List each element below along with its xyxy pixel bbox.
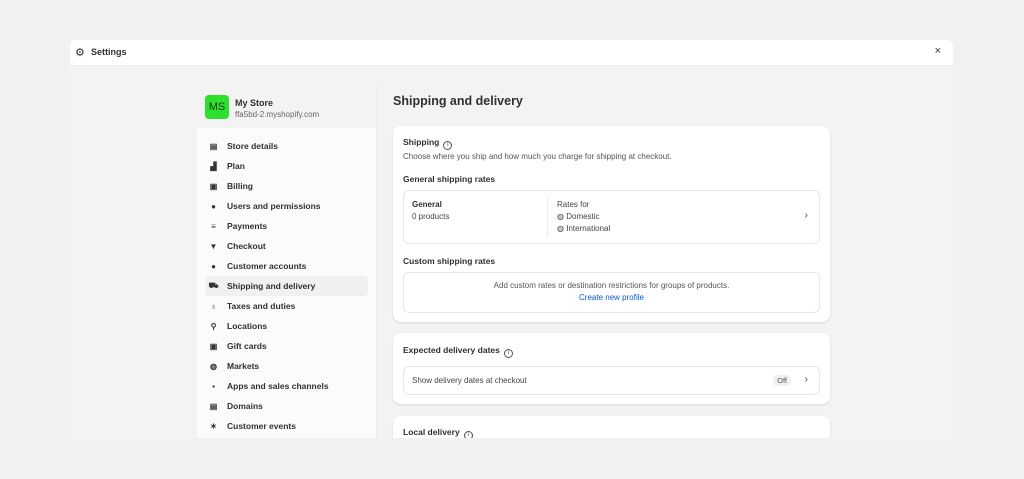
settings-window: ⚙ Settings × MS My Store ffa5bd-2.myshop… bbox=[70, 40, 953, 438]
delivery-dates-card: Expected delivery dates i Show delivery d… bbox=[393, 333, 830, 404]
sidebar: MS My Store ffa5bd-2.myshopify.com ▤ Stor… bbox=[197, 86, 377, 438]
store-icon: ▤ bbox=[209, 141, 218, 151]
general-profile-row[interactable]: General 0 products Rates for ◍ Domestic … bbox=[403, 190, 820, 244]
sidebar-item-store-details[interactable]: ▤ Store details bbox=[205, 136, 368, 156]
title-bar: ⚙ Settings × bbox=[70, 40, 953, 66]
avatar: MS bbox=[205, 95, 229, 119]
delivery-dates-row-label: Show delivery dates at checkout bbox=[412, 376, 527, 385]
sidebar-item-shipping-and-delivery[interactable]: ⛟ Shipping and delivery bbox=[205, 276, 368, 296]
globe-icon: ◍ bbox=[557, 224, 564, 233]
sidebar-item-label: Payments bbox=[227, 221, 268, 231]
info-icon[interactable]: i bbox=[443, 141, 453, 150]
store-domain: ffa5bd-2.myshopify.com bbox=[235, 110, 320, 119]
sidebar-item-label: Markets bbox=[227, 361, 260, 371]
sidebar-item-payments[interactable]: ≡ Payments bbox=[205, 216, 368, 236]
shipping-card: Shipping i Choose where you ship and how … bbox=[393, 126, 830, 322]
sidebar-item-label: Plan bbox=[227, 161, 245, 171]
sidebar-item-checkout[interactable]: ▼ Checkout bbox=[205, 236, 368, 256]
shipping-title: Shipping bbox=[403, 137, 440, 147]
chevron-right-icon[interactable]: › bbox=[804, 374, 808, 385]
sidebar-item-label: Store details bbox=[227, 141, 279, 151]
payments-icon: ≡ bbox=[211, 221, 216, 231]
info-icon[interactable]: i bbox=[503, 349, 513, 358]
divider bbox=[547, 197, 548, 237]
sidebar-item-label: Gift cards bbox=[227, 341, 267, 351]
plan-icon: ▟ bbox=[210, 161, 217, 171]
sidebar-item-billing[interactable]: ▣ Billing bbox=[205, 176, 368, 196]
delivery-dates-title: Expected delivery dates bbox=[403, 345, 500, 355]
zone-international: International bbox=[566, 224, 611, 233]
cart-icon: ▼ bbox=[209, 241, 218, 251]
sidebar-item-locations[interactable]: ⚲ Locations bbox=[205, 316, 368, 336]
profile-name: General bbox=[412, 200, 442, 209]
custom-rates-heading: Custom shipping rates bbox=[403, 256, 496, 266]
status-badge: Off bbox=[773, 375, 791, 386]
profile-product-count: 0 products bbox=[412, 212, 450, 221]
sidebar-item-label: Taxes and duties bbox=[227, 301, 296, 311]
gear-icon: ⚙ bbox=[75, 47, 85, 59]
sidebar-item-label: Domains bbox=[227, 401, 263, 411]
globe-icon: ◍ bbox=[557, 212, 564, 221]
window-title: Settings bbox=[91, 47, 127, 57]
shipping-description: Choose where you ship and how much you c… bbox=[403, 152, 672, 161]
tax-bag-icon: ♁ bbox=[210, 301, 217, 311]
sidebar-item-label: Locations bbox=[227, 321, 268, 331]
custom-rates-box: Add custom rates or destination restrict… bbox=[403, 272, 820, 313]
sidebar-item-label: Customer events bbox=[227, 421, 296, 431]
sidebar-item-customer-accounts[interactable]: ● Customer accounts bbox=[205, 256, 368, 276]
apps-icon: ▪ bbox=[212, 381, 215, 391]
create-new-profile-link[interactable]: Create new profile bbox=[579, 293, 644, 302]
chevron-right-icon[interactable]: › bbox=[804, 210, 808, 221]
zone-domestic: Domestic bbox=[566, 212, 600, 221]
store-name: My Store bbox=[235, 98, 274, 108]
sidebar-item-markets[interactable]: ◍ Markets bbox=[205, 356, 368, 376]
sidebar-item-domains[interactable]: ▤ Domains bbox=[205, 396, 368, 416]
store-switcher[interactable]: MS My Store ffa5bd-2.myshopify.com bbox=[197, 86, 376, 128]
person-icon: ● bbox=[211, 261, 216, 271]
local-delivery-title: Local delivery bbox=[403, 427, 460, 437]
sidebar-item-label: Checkout bbox=[227, 241, 266, 251]
sidebar-item-taxes-and-duties[interactable]: ♁ Taxes and duties bbox=[205, 296, 368, 316]
info-icon[interactable]: i bbox=[463, 431, 473, 438]
gift-card-icon: ▣ bbox=[209, 341, 218, 351]
delivery-dates-row[interactable]: Show delivery dates at checkout Off › bbox=[403, 366, 820, 395]
general-rates-heading: General shipping rates bbox=[403, 174, 496, 184]
sidebar-item-customer-events[interactable]: ✶ Customer events bbox=[205, 416, 368, 436]
page-title: Shipping and delivery bbox=[393, 94, 523, 108]
sidebar-item-label: Customer accounts bbox=[227, 261, 307, 271]
location-pin-icon: ⚲ bbox=[210, 321, 217, 331]
billing-icon: ▣ bbox=[209, 181, 218, 191]
close-button[interactable]: × bbox=[934, 45, 941, 57]
local-delivery-card: Local delivery i bbox=[393, 416, 830, 438]
globe-icon: ◍ bbox=[210, 361, 217, 371]
sidebar-nav: ▤ Store details ▟ Plan ▣ Billing ● Users and pe… bbox=[197, 128, 376, 436]
sidebar-item-apps-and-sales-channels[interactable]: ▪ Apps and sales channels bbox=[205, 376, 368, 396]
sidebar-item-users-and-permissions[interactable]: ● Users and permissions bbox=[205, 196, 368, 216]
truck-icon: ⛟ bbox=[208, 281, 219, 290]
cursor-click-icon: ✶ bbox=[210, 421, 217, 431]
sidebar-item-label: Users and permissions bbox=[227, 201, 321, 211]
sidebar-item-gift-cards[interactable]: ▣ Gift cards bbox=[205, 336, 368, 356]
rates-for-label: Rates for bbox=[557, 200, 590, 209]
sidebar-item-label: Billing bbox=[227, 181, 253, 191]
users-icon: ● bbox=[211, 201, 216, 211]
sidebar-item-plan[interactable]: ▟ Plan bbox=[205, 156, 368, 176]
custom-rates-text: Add custom rates or destination restrict… bbox=[493, 281, 730, 290]
sidebar-item-label: Apps and sales channels bbox=[227, 381, 329, 391]
domains-icon: ▤ bbox=[209, 401, 218, 411]
sidebar-item-label: Shipping and delivery bbox=[227, 281, 316, 291]
